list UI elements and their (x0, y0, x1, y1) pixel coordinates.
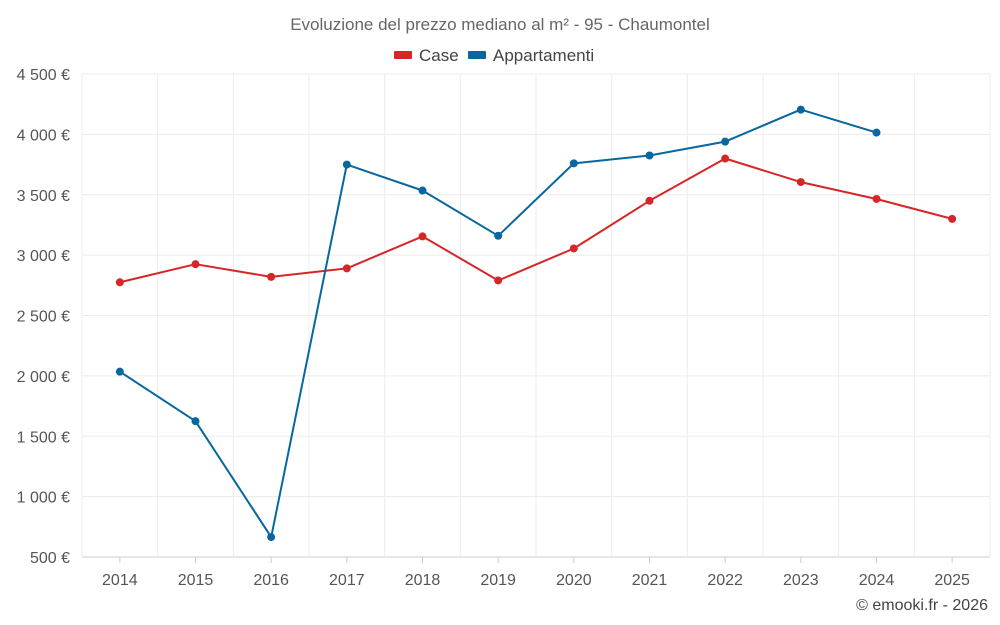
y-tick-label: 3 500 € (17, 188, 70, 205)
data-point-case (115, 278, 124, 287)
data-point-appartamenti (569, 159, 578, 168)
series-layer (115, 105, 957, 542)
series-line-case (119, 157, 953, 284)
data-point-case (494, 276, 503, 285)
y-tick-label: 4 000 € (17, 127, 70, 144)
data-point-case (721, 154, 730, 163)
data-point-case (872, 194, 881, 203)
x-tick-label: 2019 (480, 572, 516, 589)
credit-text: © emooki.fr - 2026 (856, 597, 988, 614)
data-point-case (191, 260, 200, 269)
data-point-appartamenti (115, 367, 124, 376)
x-axis: 2014 2015 2016 2017 2018 2019 2020 2021 2022 2023… (102, 557, 970, 589)
grid (81, 73, 991, 558)
data-point-appartamenti (342, 160, 351, 169)
y-axis: 4 500 € 4 000 € 3 500 € 3 000 € 2 500 € 2 000… (17, 67, 70, 567)
x-tick-label: 2023 (783, 572, 819, 589)
x-tick-label: 2018 (405, 572, 441, 589)
data-point-case (569, 244, 578, 253)
y-tick-label: 1 500 € (17, 429, 70, 446)
y-tick-label: 3 000 € (17, 248, 70, 265)
chart-title: Evoluzione del prezzo mediano al m² - 95… (290, 15, 710, 34)
data-point-appartamenti (872, 128, 881, 137)
data-point-case (948, 214, 957, 223)
x-tick-label: 2022 (707, 572, 743, 589)
x-tick-label: 2017 (329, 572, 365, 589)
x-tick-label: 2016 (253, 572, 289, 589)
y-tick-label: 2 000 € (17, 369, 70, 386)
legend-swatch-appartamenti (468, 51, 486, 59)
data-point-appartamenti (418, 186, 427, 195)
y-tick-label: 2 500 € (17, 309, 70, 326)
legend: Case Appartamenti (394, 46, 594, 65)
x-tick-label: 2021 (632, 572, 668, 589)
data-point-appartamenti (721, 137, 730, 146)
data-point-appartamenti (494, 231, 503, 240)
data-point-case (418, 232, 427, 241)
data-point-appartamenti (191, 417, 200, 426)
data-point-case (267, 272, 276, 281)
x-tick-label: 2025 (934, 572, 970, 589)
data-point-case (342, 264, 351, 273)
data-point-case (645, 196, 654, 205)
y-tick-label: 1 000 € (17, 490, 70, 507)
data-point-appartamenti (645, 151, 654, 160)
data-point-appartamenti (267, 533, 276, 542)
legend-label-case[interactable]: Case (419, 46, 459, 65)
data-point-appartamenti (796, 105, 805, 114)
x-tick-label: 2020 (556, 572, 592, 589)
y-tick-label: 500 € (30, 550, 70, 567)
legend-swatch-case (394, 51, 412, 59)
data-point-case (796, 178, 805, 187)
x-tick-label: 2015 (178, 572, 214, 589)
x-tick-label: 2024 (859, 572, 895, 589)
y-tick-label: 4 500 € (17, 67, 70, 84)
legend-label-appartamenti[interactable]: Appartamenti (493, 46, 594, 65)
x-tick-label: 2014 (102, 572, 138, 589)
